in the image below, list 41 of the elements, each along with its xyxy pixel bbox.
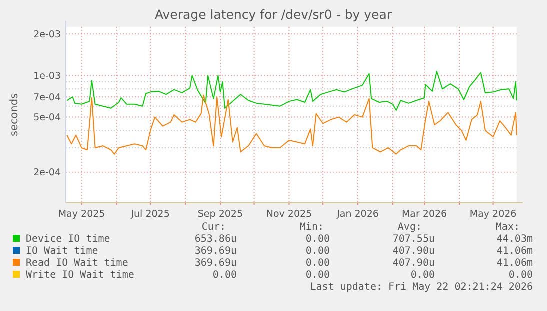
text: Last update: Fri May 22 02:21:24 2026 bbox=[310, 282, 533, 293]
chart-title: Average latency for /dev/sr0 - by year bbox=[154, 7, 393, 22]
x-tick-label: Jan 2026 bbox=[336, 209, 379, 220]
x-tick-label: Mar 2026 bbox=[402, 209, 448, 220]
text: Min: bbox=[300, 222, 324, 233]
y-tick-label: 2e-04 bbox=[34, 168, 61, 179]
text: 407.90u bbox=[392, 258, 435, 269]
text: 0.00 bbox=[306, 234, 330, 245]
y-axis-title: seconds bbox=[8, 94, 21, 136]
x-tick-label: May 2025 bbox=[58, 209, 106, 220]
text: 369.69u bbox=[194, 258, 237, 269]
legend-label: Write IO Wait time bbox=[26, 270, 134, 281]
y-tick-label: 5e-04 bbox=[34, 112, 61, 124]
text: 41.06m bbox=[496, 246, 533, 257]
line-series bbox=[66, 94, 518, 155]
x-tick-label: May 2026 bbox=[470, 209, 517, 220]
text: 0.00 bbox=[306, 270, 330, 281]
text: Avg: bbox=[398, 222, 422, 233]
y-tick-label: 7e-04 bbox=[34, 92, 61, 104]
x-tick-label: Sep 2025 bbox=[198, 209, 244, 220]
legend-label: Read IO Wait time bbox=[26, 258, 128, 269]
text: 0.00 bbox=[410, 270, 435, 281]
legend-label: Device IO time bbox=[26, 234, 110, 245]
y-tick-label: 1e-03 bbox=[34, 71, 61, 82]
text: 407.90u bbox=[392, 246, 435, 257]
text: 0.00 bbox=[306, 246, 330, 257]
text: 369.69u bbox=[194, 246, 237, 257]
y-tick-label: 2e-03 bbox=[34, 29, 61, 40]
x-tick-label: Jul 2025 bbox=[130, 209, 170, 220]
x-tick-label: Nov 2025 bbox=[266, 209, 312, 220]
line-series bbox=[66, 71, 518, 112]
text: 0.00 bbox=[508, 270, 533, 281]
text: 0.00 bbox=[306, 258, 330, 269]
text: Max: bbox=[496, 222, 520, 233]
text: 0.00 bbox=[212, 270, 237, 281]
text: 653.86u bbox=[194, 234, 237, 245]
text: 707.55u bbox=[392, 234, 435, 245]
text: Cur: bbox=[202, 222, 226, 233]
legend-label: IO Wait time bbox=[26, 246, 98, 257]
text: 41.06m bbox=[496, 258, 533, 269]
text: 44.03m bbox=[496, 234, 533, 245]
